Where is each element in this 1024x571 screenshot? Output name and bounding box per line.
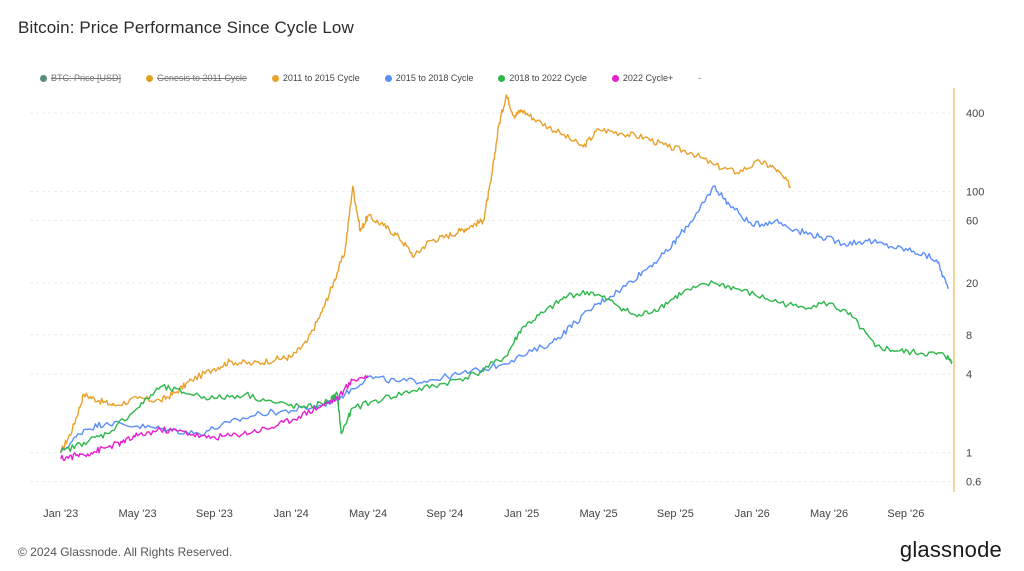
legend-swatch bbox=[498, 74, 506, 82]
legend-swatch bbox=[271, 74, 279, 82]
legend-label: 2018 to 2022 Cycle bbox=[509, 73, 587, 83]
legend-label: 2011 to 2015 Cycle bbox=[282, 73, 360, 83]
y-tick-label: 4 bbox=[966, 369, 972, 381]
glassnode-logo: glassnode bbox=[899, 537, 1002, 562]
legend-swatch bbox=[146, 74, 154, 82]
y-tick-label: 400 bbox=[966, 108, 984, 120]
legend-swatch bbox=[611, 74, 619, 82]
x-tick-label: Sep '23 bbox=[196, 508, 233, 520]
x-tick-label: May '23 bbox=[118, 508, 156, 520]
legend-label: 2015 to 2018 Cycle bbox=[395, 73, 474, 83]
legend-swatch bbox=[384, 74, 392, 82]
series-line-2015-to-2018-cycle bbox=[60, 185, 949, 453]
x-tick-label: Jan '26 bbox=[735, 508, 770, 520]
chart-title: Bitcoin: Price Performance Since Cycle L… bbox=[18, 18, 354, 37]
y-tick-label: 20 bbox=[966, 278, 978, 290]
x-tick-label: Jan '25 bbox=[504, 508, 539, 520]
x-tick-label: May '24 bbox=[349, 508, 387, 520]
y-tick-label: 1 bbox=[966, 448, 972, 460]
series-line-2011-to-2015-cycle bbox=[60, 94, 792, 453]
series-line-2018-to-2022-cycle bbox=[60, 280, 953, 454]
legend-swatch bbox=[40, 74, 47, 82]
x-tick-label: May '26 bbox=[810, 508, 848, 520]
legend-item-1[interactable]: Genesis to 2011 Cycle bbox=[146, 73, 247, 83]
legend-item-4[interactable]: 2018 to 2022 Cycle bbox=[498, 73, 587, 83]
legend-item-2[interactable]: 2011 to 2015 Cycle bbox=[271, 73, 360, 83]
y-tick-label: 100 bbox=[966, 187, 984, 199]
legend-item-5[interactable]: 2022 Cycle+ bbox=[611, 73, 674, 83]
x-tick-label: Jan '23 bbox=[43, 508, 78, 520]
y-tick-label: 0.6 bbox=[966, 477, 981, 489]
x-tick-label: May '25 bbox=[579, 508, 617, 520]
copyright-text: © 2024 Glassnode. All Rights Reserved. bbox=[18, 545, 233, 559]
series-line-2022-cycle- bbox=[60, 374, 369, 462]
x-tick-label: Jan '24 bbox=[274, 508, 309, 520]
legend-extra: - bbox=[698, 73, 702, 83]
legend-label: Genesis to 2011 Cycle bbox=[157, 73, 247, 83]
x-tick-label: Sep '25 bbox=[657, 508, 694, 520]
legend-label: BTC: Price [USD] bbox=[51, 73, 122, 83]
legend-item-3[interactable]: 2015 to 2018 Cycle bbox=[384, 73, 474, 83]
chart-legend: BTC: Price [USD] Genesis to 2011 Cycle 201… bbox=[40, 73, 701, 83]
legend-item-0[interactable]: BTC: Price [USD] bbox=[40, 73, 121, 83]
y-tick-label: 8 bbox=[966, 330, 972, 342]
x-tick-label: Sep '24 bbox=[426, 508, 463, 520]
y-tick-label: 60 bbox=[966, 216, 978, 228]
legend-label: 2022 Cycle+ bbox=[622, 73, 674, 83]
x-tick-label: Sep '26 bbox=[887, 508, 924, 520]
